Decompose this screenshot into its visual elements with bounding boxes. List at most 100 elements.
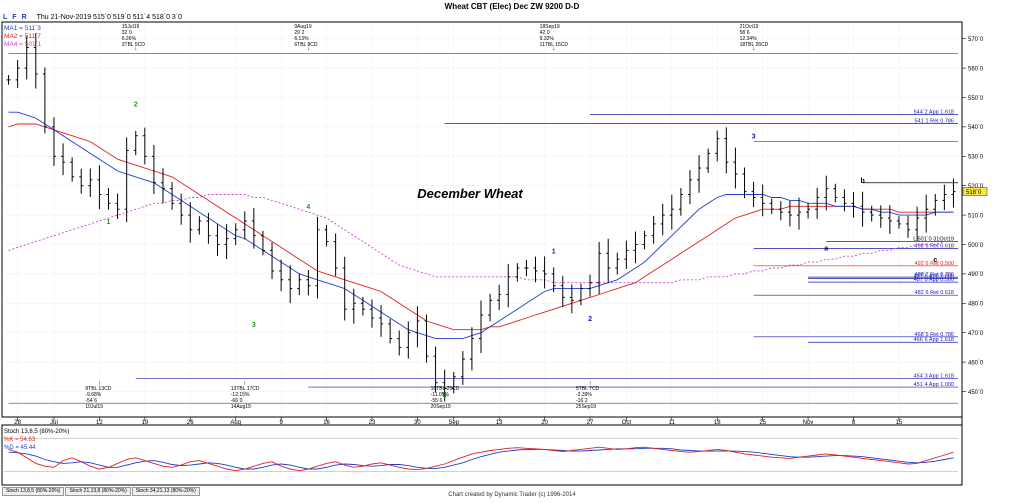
ohlc-bar <box>524 259 529 277</box>
stoch-legend: Stoch 13,8,5 (80%-20%) %K = 54.63 %D = 4… <box>4 429 69 451</box>
ohlc-bar <box>24 36 29 80</box>
y-tick-label: 470`0 <box>968 331 984 337</box>
swing-annotation-line: -11.05% <box>431 392 450 398</box>
x-tick-label: 18 <box>714 420 721 426</box>
level-label: 454`3 App 1.618 <box>914 374 954 380</box>
ohlc-bar <box>751 181 756 208</box>
ohlc-bar <box>669 194 674 230</box>
chart-window-title: Wheat CBT (Elec) Dec ZW 9200 D-D <box>444 2 580 11</box>
ohlc-bar <box>506 263 511 308</box>
swing-annotation-line: 12.34% <box>740 36 758 42</box>
x-tick-label: 30 <box>414 420 421 426</box>
ohlc-bar <box>606 238 611 283</box>
ohlc-bar <box>70 157 75 182</box>
swing-arrow: ↑ <box>589 381 592 387</box>
wave-label: 1 <box>107 219 111 226</box>
swing-arrow: ↑ <box>243 381 246 387</box>
ma4-line <box>8 194 954 284</box>
ohlc-bar <box>288 265 293 304</box>
swing-annotation-line: 5TBL 7CD <box>576 386 600 392</box>
y-tick-label: 540`0 <box>968 125 984 131</box>
swing-annotation-line: 42`0 <box>540 30 550 36</box>
ohlc-bar <box>351 288 356 324</box>
ohlc-bar <box>951 178 956 208</box>
stoch-k-line <box>8 446 954 472</box>
swing-annotation-line: 9Aug19 <box>294 24 311 30</box>
ohlc-bar <box>533 256 538 283</box>
swing-annotation-line: -12.15% <box>231 392 250 398</box>
ohlc-bar <box>242 211 247 240</box>
ohlc-bar <box>942 184 947 211</box>
ohlc-bar <box>170 182 175 210</box>
plot-area[interactable] <box>1 21 963 418</box>
wave-label: b <box>860 178 864 185</box>
x-tick-label: Nov <box>803 420 814 426</box>
level-label: 466`6 App 1.618 <box>914 337 954 343</box>
ohlc-bar <box>324 224 329 247</box>
ohlc-bar <box>724 127 729 174</box>
line-button[interactable]: L <box>3 13 8 21</box>
ohlc-bar <box>787 200 792 227</box>
ohlc-bar <box>306 270 311 296</box>
swing-arrow: ↑ <box>443 381 446 387</box>
ohlc-bars-group <box>6 32 956 402</box>
ohlc-bar <box>687 170 692 205</box>
ohlc-bar <box>106 188 111 210</box>
chart-toolbar: L F R Thu 21-Nov-2019 515`0 519`0 511`4 … <box>2 12 182 22</box>
ohlc-bar <box>488 293 493 322</box>
ohlc-bar <box>497 284 502 311</box>
ohlc-bar <box>179 193 184 225</box>
ohlc-bar <box>333 233 338 277</box>
axis-group: 450`0 460`0 470`0 480`0 490`0 500`0 510`0 520`0… <box>14 37 988 426</box>
ohlc-bar <box>297 273 302 296</box>
ohlc-bar <box>597 241 602 295</box>
ohlc-bar <box>79 168 84 194</box>
ohlc-bar <box>906 215 911 238</box>
tab-stoch-34[interactable]: Stoch 34,21,13 (80%-20%) <box>131 487 200 496</box>
wave-label: c <box>933 257 937 264</box>
ohlc-bar <box>88 168 93 198</box>
ohlc-bar <box>860 191 865 227</box>
ma2-line <box>8 123 954 331</box>
ohlc-bar <box>869 205 874 222</box>
y-tick-label: 490`0 <box>968 272 984 278</box>
ohlc-bar <box>660 203 665 236</box>
ma-legend: MA1 = 511`3 MA2 = 511`7 MA4 = 501`1 <box>4 25 42 48</box>
y-tick-label: 450`0 <box>968 390 984 396</box>
y-tick-label: 510`0 <box>968 213 984 219</box>
ohlc-bar <box>742 167 747 199</box>
x-tick-label: Jul <box>50 420 58 426</box>
ohlc-bar <box>406 321 411 359</box>
tab-stoch-21[interactable]: Stoch 21,13,8 (80%-20%) <box>65 487 131 496</box>
swing-annotation-line: -66`0 <box>231 398 243 404</box>
swing-annotation-line: 10Jul19 <box>85 404 103 410</box>
swing-annotation-line: 6.13% <box>294 36 309 42</box>
ohlc-bar <box>715 130 720 162</box>
fib-levels-group: 544`2 App 1.618 541`1 Ret 0.786 L 501`0 31… <box>8 53 958 404</box>
x-tick-label: 9 <box>279 420 283 426</box>
ohlc-bar <box>642 230 647 250</box>
fit-button[interactable]: F <box>12 13 17 21</box>
ohlc-bar <box>415 306 420 348</box>
ohlc-bar <box>433 346 438 393</box>
tab-stoch-13[interactable]: Stoch 13,8,5 (80%-20%) <box>2 487 65 496</box>
x-tick-label: 27 <box>587 420 594 426</box>
ohlc-bar <box>233 223 238 246</box>
ma4-legend: MA4 = 501`1 <box>4 41 42 48</box>
ohlc-bar <box>315 216 320 299</box>
grid-group <box>4 24 958 415</box>
wave-label: 1 <box>552 248 556 255</box>
x-tick-label: 19 <box>141 420 148 426</box>
x-tick-label: 13 <box>496 420 503 426</box>
x-tick-label: 23 <box>369 420 376 426</box>
swing-annotation-line: -54`6 <box>85 398 97 404</box>
swing-annotation-line: 58`6 <box>740 30 750 36</box>
refresh-button[interactable]: R <box>21 13 27 21</box>
ohlc-bar <box>615 252 620 275</box>
wave-label: 2 <box>588 316 592 323</box>
ohlc-bar <box>197 216 202 235</box>
ohlc-bar <box>515 263 520 282</box>
chart-title: December Wheat <box>417 186 523 201</box>
ohlc-bar <box>542 256 547 289</box>
